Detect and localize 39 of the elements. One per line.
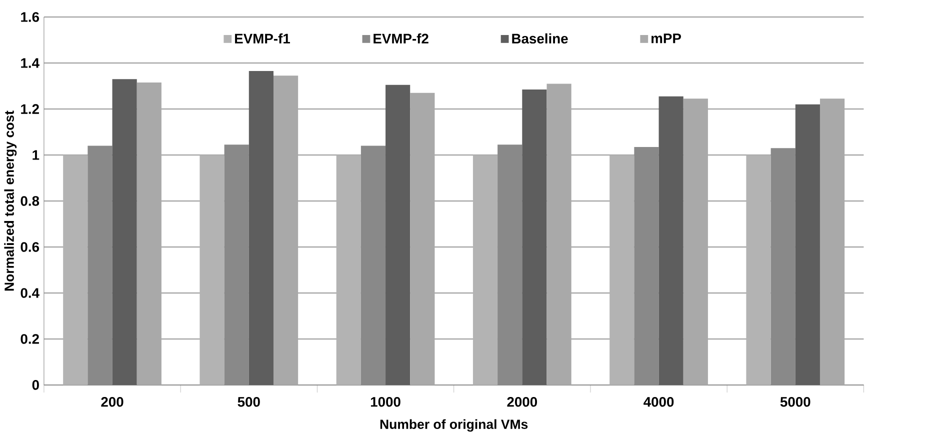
bar — [410, 92, 435, 385]
legend-label: Baseline — [512, 33, 568, 44]
bar — [112, 78, 137, 385]
x-axis-title: Number of original VMs — [380, 419, 528, 432]
y-tick-label: 1 — [32, 150, 40, 160]
x-tick-label: 500 — [238, 396, 260, 407]
y-tick-label: 0.2 — [20, 334, 39, 344]
y-tick-label: 1.2 — [21, 104, 39, 114]
bar — [472, 154, 498, 385]
bar — [200, 154, 224, 385]
legend-label: EVMP-f1 — [235, 33, 290, 44]
bar — [248, 70, 274, 385]
y-tick-label: 1.6 — [21, 12, 40, 22]
y-axis-title: Normalized total energy cost — [4, 110, 17, 290]
y-tick-label: 1.4 — [21, 58, 40, 68]
bar — [63, 154, 88, 385]
bar — [746, 154, 771, 385]
bar — [795, 104, 820, 385]
legend-label: mPP — [652, 33, 681, 43]
bar — [610, 154, 634, 385]
bar — [658, 96, 684, 385]
y-tick-label: 0 — [32, 380, 39, 390]
legend-label: EVMP-f2 — [374, 33, 428, 44]
x-tick-label: 200 — [101, 396, 124, 407]
bar — [522, 89, 547, 385]
y-tick-label: 0.4 — [20, 288, 40, 298]
x-tick-label: 1000 — [370, 396, 400, 407]
y-tick-label: 0.6 — [20, 242, 40, 252]
x-tick-label: 4000 — [644, 396, 674, 407]
bar — [386, 84, 410, 385]
bar — [136, 82, 162, 385]
x-tick-label: 5000 — [780, 396, 810, 407]
bar — [546, 84, 572, 385]
bar — [273, 76, 298, 385]
bar — [683, 98, 708, 385]
y-tick-label: 0.8 — [20, 196, 40, 206]
bar — [820, 98, 845, 385]
x-tick-label: 2000 — [507, 396, 537, 407]
bar — [336, 154, 361, 385]
